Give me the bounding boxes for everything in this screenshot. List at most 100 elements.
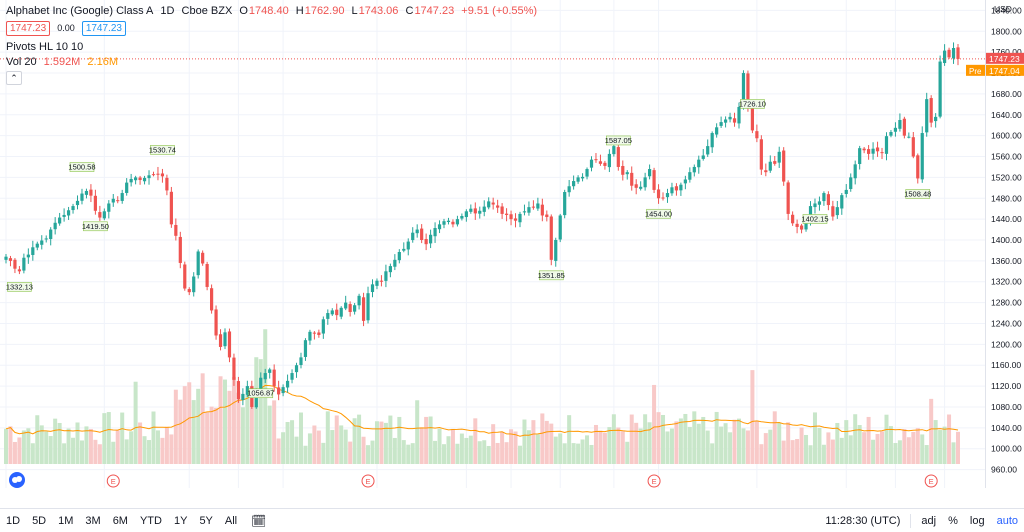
range-1y[interactable]: 1Y [173,514,188,527]
volume-bar [929,398,934,464]
range-6m[interactable]: 6M [112,514,128,527]
range-3m[interactable]: 3M [85,514,101,527]
candle-body [643,177,647,188]
volume-bar [763,433,768,464]
candle-body [656,189,661,199]
candle-body [469,208,473,212]
candle-body [835,207,839,216]
candle-body [464,211,468,218]
volume-bar [339,425,344,464]
range-5d[interactable]: 5D [32,514,47,527]
volume-bar [84,426,89,464]
candle-body [433,228,437,237]
pivots-legend[interactable]: Pivots HL 10 10 [6,41,87,53]
volume-bar [504,442,509,464]
volume-bar [656,412,661,464]
candle-body [858,148,862,165]
candle-body [598,161,603,164]
range-1m[interactable]: 1M [58,514,74,527]
candle-body [522,211,527,213]
candle-body [773,161,777,164]
price-chart[interactable]: 1332.13 1500.58 1419.50 1530.74 1056.87 1351.… [0,0,1003,505]
price-axis-label: 1280.00 [991,298,1022,308]
volume-bar [513,431,518,464]
volume-bar [267,405,272,464]
volume-bar [437,428,442,464]
volume-bar [625,441,630,464]
earnings-event-icon[interactable] [106,474,120,488]
candle-body [241,393,245,400]
volume-bar [924,445,929,464]
volume-bar [97,444,102,464]
candle-body [679,184,683,191]
exchange-label: Cboe BZX [181,5,233,17]
adj-toggle[interactable]: adj [921,514,937,527]
candle-body [344,302,348,309]
time-zone[interactable]: 11:28:30 (UTC) [825,514,901,527]
range-all[interactable]: All [224,514,238,527]
volume-bar [196,388,201,464]
volume-bar [951,442,956,464]
log-toggle[interactable]: log [969,514,985,527]
earnings-event-icon[interactable] [924,474,938,488]
earnings-event-icon[interactable] [647,474,661,488]
price-axis[interactable]: USD1840.001800.001760.001720.001680.0016… [985,0,1024,488]
currency-label[interactable]: USD [994,4,1012,14]
date-range-icon[interactable]: 🗓 [251,513,267,528]
pre-badge [966,64,985,76]
pivot-label-box [740,99,765,109]
volume-label[interactable]: Vol 20 [6,56,37,68]
price-axis-svg: USD1840.001800.001760.001720.001680.0016… [986,4,1024,475]
bid-box[interactable]: 1747.23 [6,21,51,36]
percent-toggle[interactable]: % [948,514,958,527]
volume-bar [79,440,84,464]
volume-bar [848,435,853,464]
range-1d[interactable]: 1D [6,514,21,527]
candle-body [303,340,308,357]
volume-bar [482,440,487,464]
tradingview-logo-icon[interactable] [9,472,25,488]
candle-body [89,189,93,196]
auto-toggle[interactable]: auto [996,514,1018,527]
candle-body [446,220,451,222]
candle-body [397,252,401,261]
volume-bar [147,440,152,464]
candle-body [451,221,455,225]
volume-bar [406,444,411,464]
symbol-legend[interactable]: Alphabet Inc (Google) Class A 1D Cboe BZ… [6,5,541,17]
pivots-label[interactable]: Pivots HL 10 10 [6,41,84,53]
volume-bar [723,423,728,464]
volume-bar [223,379,228,464]
candle-body [554,240,558,261]
ask-box[interactable]: 1747.23 [81,21,126,36]
volume-bar [272,400,277,464]
candle-body [768,161,772,171]
volume-bar [182,386,187,464]
price-axis-label: 1040.00 [991,423,1022,433]
candle-body [518,213,522,223]
volume-bar [477,441,482,464]
volume-bar [191,400,196,464]
candle-body [187,289,191,293]
range-ytd[interactable]: YTD [139,514,162,527]
earnings-event-icon[interactable] [361,474,375,488]
volume-legend[interactable]: Vol 20 1.592M 2.16M [6,56,122,68]
collapse-legend-button[interactable]: ⌃ [6,71,22,85]
chart-area[interactable]: 1332.13 1500.58 1419.50 1530.74 1056.87 1351.… [0,0,1003,505]
candle-body [947,49,951,58]
candle-body [580,176,585,179]
candle-body [66,210,71,216]
symbol-title[interactable]: Alphabet Inc (Google) Class A [6,5,154,17]
interval-label[interactable]: 1D [160,5,175,17]
volume-bar [133,381,138,464]
pivot-label: 1419.50 [82,222,109,231]
volume-bar [312,425,317,464]
candle-body [142,177,147,182]
candle-body [22,257,26,271]
candle-body [120,193,124,201]
volume-bar [155,430,160,464]
candle-body [370,284,375,293]
volume-bar [35,415,40,464]
candle-body [630,172,634,186]
range-5y[interactable]: 5Y [199,514,213,527]
